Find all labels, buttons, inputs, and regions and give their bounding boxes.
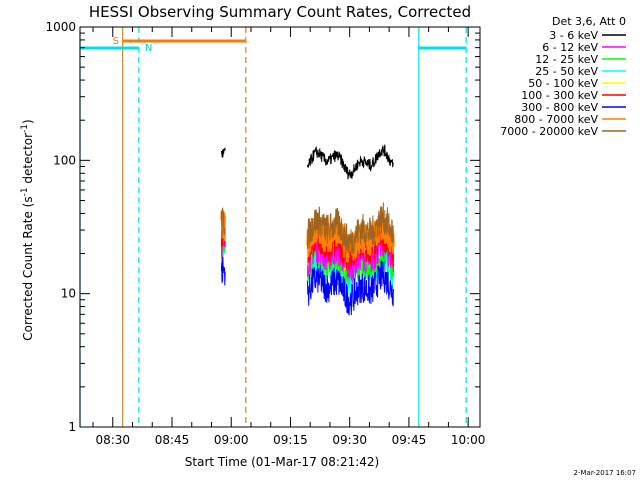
series-line [220,256,226,286]
x-tick-label: 08:30 [95,433,130,447]
plot-area: SN [79,27,467,427]
series-line [306,259,395,316]
x-tick-label: 08:45 [155,433,190,447]
y-tick-label: 1 [68,420,76,434]
y-axis-title: Corrected Count Rate (s-1 detector-1) [20,119,35,340]
legend-entry-label: 12 - 25 keV [535,53,598,66]
y-axis-title-end: ) [21,119,35,124]
axes: 1 10 100 1000 08:30 08:45 09:00 09:15 09:30 09:45… [45,20,485,447]
legend-entry-label: 100 - 300 keV [521,89,598,102]
series-line [220,207,226,237]
series-line [306,202,395,255]
svg-text:Corrected Count Rate (s-1 dete: Corrected Count Rate (s-1 detector-1) [20,119,35,340]
legend-entry-label: 25 - 50 keV [535,65,598,78]
legend-entry-label: 800 - 7000 keV [514,113,598,126]
y-tick-label: 1000 [45,20,76,34]
saa-label: S [113,36,119,47]
date-stamp: 2-Mar-2017 16:07 [574,469,636,477]
series-line [306,143,394,180]
chart-title: HESSI Observing Summary Count Rates, Cor… [89,3,471,21]
x-tick-label: 10:00 [451,433,486,447]
legend-entry-label: 300 - 800 keV [521,101,598,114]
plot-frame [79,26,481,428]
data-marks [220,143,395,316]
legend-title: Det 3,6, Att 0 [552,15,626,28]
night-label: N [145,43,152,54]
y-axis-title-tail: detector [21,133,35,188]
legend-entry-label: 3 - 6 keV [549,29,598,42]
x-axis-title: Start Time (01-Mar-17 08:21:42) [185,455,379,469]
series-line [220,147,226,158]
x-tick-label: 09:30 [332,433,367,447]
y-tick-label: 100 [53,153,76,167]
y-axis-title-sup2: -1 [20,124,30,133]
legend-entry-label: 7000 - 20000 keV [500,125,598,138]
y-axis-title-main: Corrected Count Rate (s [21,196,35,340]
legend-entry-label: 6 - 12 keV [542,41,598,54]
legend-entry-label: 50 - 100 keV [528,77,598,90]
y-tick-label: 10 [61,287,76,301]
x-tick-label: 09:45 [392,433,427,447]
x-tick-label: 09:00 [214,433,249,447]
x-tick-label: 09:15 [273,433,308,447]
y-axis-title-sup1: -1 [20,187,30,196]
